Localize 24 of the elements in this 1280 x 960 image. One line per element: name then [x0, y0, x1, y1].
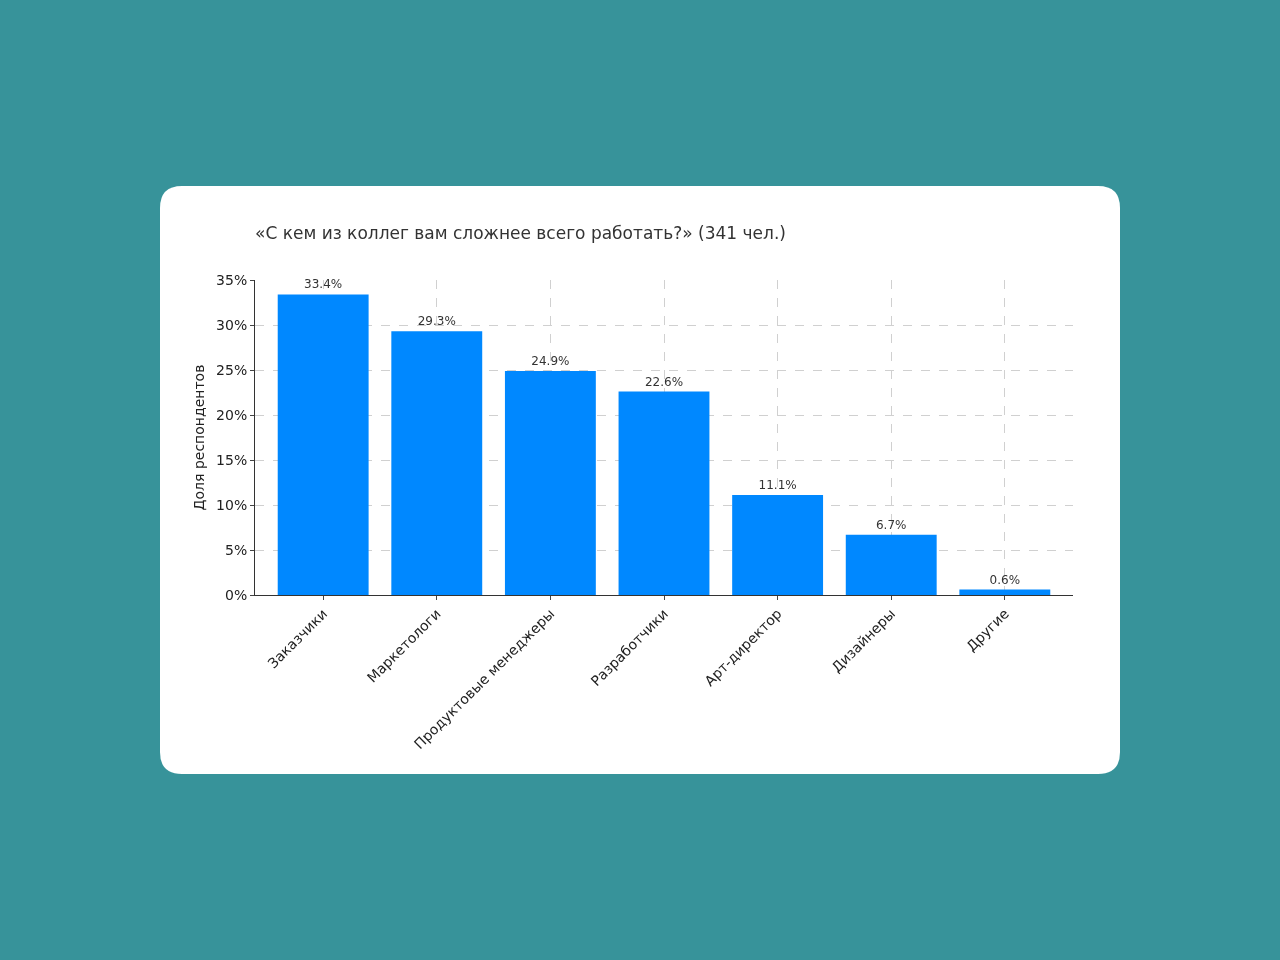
- y-tick-label: 25%: [216, 361, 248, 378]
- data-label: 24.9%: [531, 353, 570, 368]
- bar: [959, 589, 1051, 595]
- data-label: 11.1%: [758, 478, 797, 493]
- y-tick-label: 0%: [224, 586, 248, 603]
- y-axis-title: Доля респондентов: [190, 364, 207, 511]
- data-label: 29.3%: [417, 314, 456, 329]
- bar: [618, 391, 710, 595]
- data-label: 0.6%: [989, 572, 1021, 587]
- bar: [504, 370, 596, 595]
- data-label: 6.7%: [875, 517, 907, 532]
- bar: [732, 495, 824, 595]
- data-label: 33.4%: [304, 277, 343, 292]
- bar: [391, 331, 483, 595]
- y-tick-label: 10%: [216, 496, 248, 513]
- y-tick-label: 35%: [216, 271, 248, 288]
- bar: [277, 294, 369, 595]
- data-label: 22.6%: [644, 374, 684, 389]
- y-tick-label: 5%: [224, 541, 248, 558]
- bar: [845, 534, 937, 595]
- y-tick-label: 15%: [216, 451, 248, 468]
- y-tick-label: 30%: [216, 316, 248, 333]
- chart-title: «С кем из коллег вам сложнее всего работать?» (341 чел.): [255, 222, 786, 243]
- y-tick-label: 20%: [216, 406, 248, 423]
